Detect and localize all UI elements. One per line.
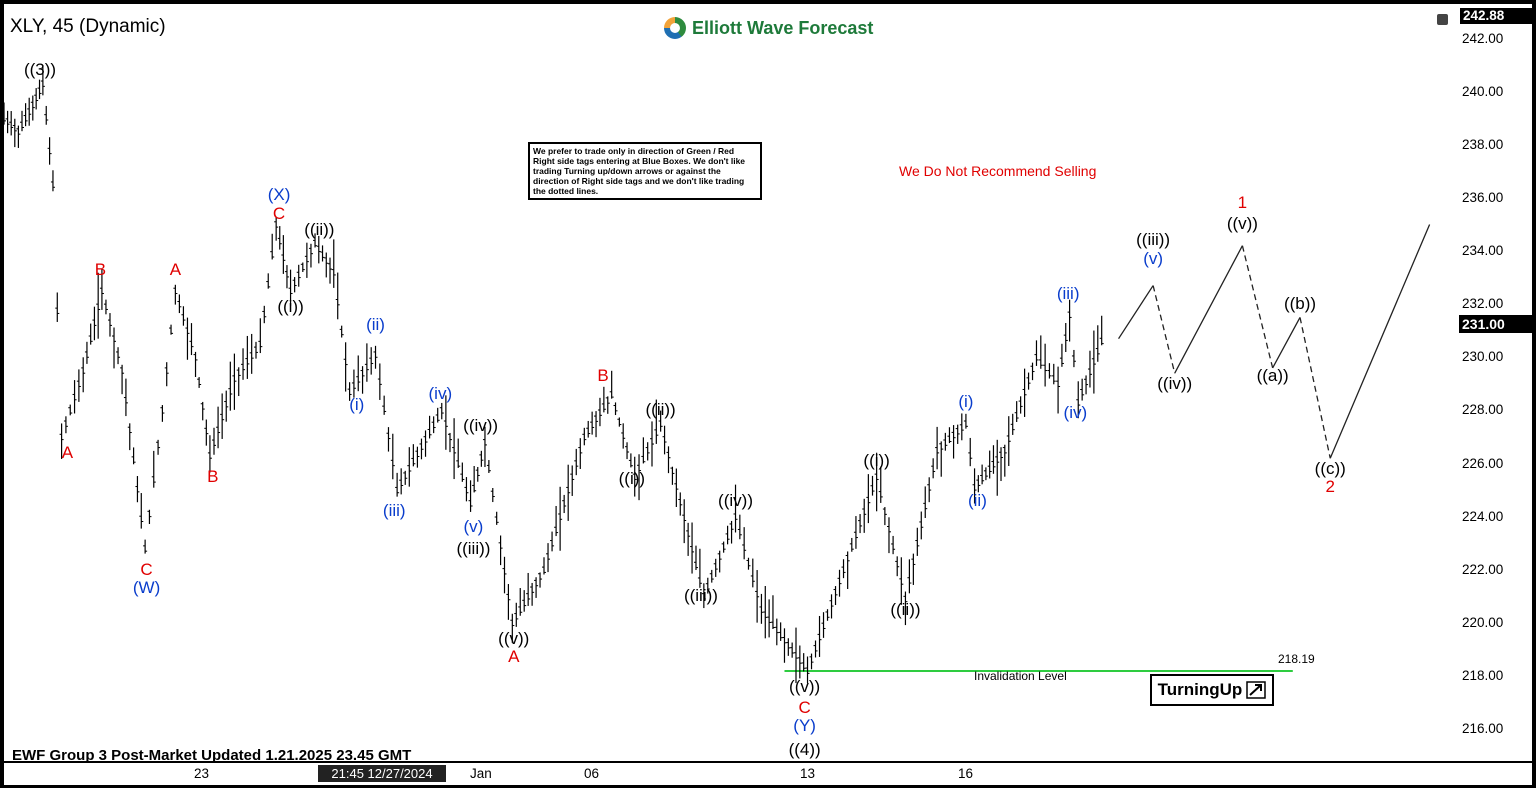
wave-label: ((v)) [789,676,821,696]
wave-label: (v) [1143,248,1164,268]
wave-label: (i) [958,392,974,412]
wave-label: ((i)) [277,296,304,316]
wave-label: (Y) [793,716,816,736]
projection-segment [1241,245,1274,369]
x-tick-label: 06 [584,766,600,781]
x-tick-label: 23 [194,766,210,781]
price-chart [4,65,1431,684]
turning-up-badge: TurningUp [1150,674,1274,706]
y-tick-label: 238.00 [1462,136,1504,152]
wave-label: ((iv)) [1157,373,1193,393]
time-axis[interactable] [4,763,1532,785]
footer-updated: EWF Group 3 Post-Market Updated 1.21.202… [12,747,412,761]
wave-label: ((b)) [1283,294,1317,314]
warning-text: We Do Not Recommend Selling [899,163,1097,179]
wave-label: B [207,466,219,486]
wave-label: B [597,365,609,385]
wave-label: ((iii)) [683,586,718,606]
y-tick-label: 240.00 [1462,83,1504,99]
wave-label: ((a)) [1256,365,1289,385]
axis-top-label: 242.88 [1460,8,1533,24]
y-tick-label: 230.00 [1462,349,1504,365]
y-tick-label: 220.00 [1462,614,1504,630]
wave-label: A [61,442,74,462]
wave-label: (ii) [366,315,385,335]
turning-up-label: TurningUp [1157,680,1243,699]
y-tick-label: 222.00 [1462,561,1504,577]
projection-segment [1174,245,1243,374]
wave-label: (iv) [1063,403,1088,423]
wave-label: (i) [349,395,365,415]
projection-segment [1118,285,1154,340]
wave-label: ((ii)) [304,219,335,239]
symbol-title: XLY, 45 (Dynamic) [10,16,166,37]
wave-label: ((v)) [498,628,530,648]
price-axis[interactable] [1457,4,1532,761]
wave-label: (iv) [428,384,453,404]
y-tick-label: 242.00 [1462,30,1504,46]
brand-name: Elliott Wave Forecast [692,17,874,38]
wave-label: (ii) [967,490,987,510]
current-price-tag: 231.00 [1459,315,1534,333]
wave-label: 1 [1237,193,1248,213]
y-tick-label: 228.00 [1462,402,1504,418]
wave-label: (v) [463,517,484,537]
wave-label: ((4)) [788,740,821,760]
y-tick-label: 216.00 [1462,721,1504,737]
wave-label: ((i)) [863,450,890,470]
wave-label: B [94,259,107,279]
wave-label: ((v)) [1226,214,1258,234]
wave-label: A [508,647,520,667]
y-tick-label: 226.00 [1462,455,1504,471]
x-tick-label: 16 [958,766,974,781]
wave-label: ((c)) [1314,458,1346,478]
x-tick-label: Jan [470,766,492,781]
settings-icon[interactable] [1437,14,1448,25]
wave-label: ((iii)) [456,538,491,558]
wave-label: ((iv)) [718,490,753,510]
arrow-up-right-icon [1246,681,1267,699]
projection-segment [1329,224,1431,459]
y-tick-label: 234.00 [1462,243,1504,259]
y-tick-label: 224.00 [1462,508,1504,524]
wave-label: ((3)) [23,60,57,80]
projection-segment [1299,317,1331,459]
chart-plot-area[interactable]: XLY, 45 (Dynamic) Elliott Wave Forecast … [4,4,1457,761]
disclaimer-box: We prefer to trade only in direction of … [528,142,762,200]
wave-label: C [272,203,286,223]
wave-label: (iii) [382,501,406,521]
wave-label: ((i)) [618,469,646,489]
projection-segment [1272,317,1301,369]
invalidation-value: 218.19 [1278,652,1315,666]
projection-segment [1152,285,1176,374]
y-tick-label: 232.00 [1462,296,1504,312]
cursor-time-label: 21:45 12/27/2024 [318,765,446,782]
wave-label: ((iii)) [1136,230,1171,250]
wave-label: (X) [267,185,291,205]
wave-label: ((iv)) [463,416,499,436]
y-tick-label: 236.00 [1462,189,1504,205]
x-tick-label: 13 [800,766,816,781]
y-tick-label: 218.00 [1462,668,1504,683]
invalidation-label: Invalidation Level [974,669,1067,683]
wave-label: C [140,559,153,579]
wave-label: ((ii)) [890,599,921,619]
wave-label: C [798,697,811,717]
wave-label: (W) [132,578,161,598]
brand-logo-icon [664,17,686,39]
brand-logo: Elliott Wave Forecast [664,17,873,39]
wave-label: 2 [1325,477,1335,497]
wave-label: (iii) [1056,283,1080,303]
wave-label: A [169,259,182,279]
wave-label: ((ii)) [645,400,676,420]
